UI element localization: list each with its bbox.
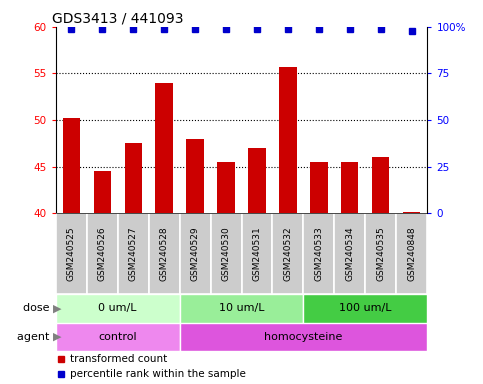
Bar — [156, 83, 172, 213]
Bar — [180, 213, 211, 294]
Bar — [248, 148, 266, 213]
Bar — [149, 213, 180, 294]
Text: ▶: ▶ — [53, 332, 62, 342]
Text: GSM240534: GSM240534 — [345, 226, 355, 281]
Bar — [56, 213, 86, 294]
Text: 100 um/L: 100 um/L — [339, 303, 392, 313]
Text: GSM240848: GSM240848 — [408, 226, 416, 281]
Bar — [217, 162, 235, 213]
Text: agent: agent — [17, 332, 53, 342]
Text: control: control — [98, 332, 137, 342]
Text: percentile rank within the sample: percentile rank within the sample — [71, 369, 246, 379]
Text: 0 um/L: 0 um/L — [98, 303, 137, 313]
Text: GSM240527: GSM240527 — [128, 226, 138, 281]
Text: GSM240525: GSM240525 — [67, 226, 75, 281]
Bar — [372, 157, 389, 213]
Bar — [94, 171, 111, 213]
Bar — [341, 162, 358, 213]
Bar — [303, 294, 427, 323]
Bar — [125, 143, 142, 213]
Text: GSM240532: GSM240532 — [284, 226, 293, 281]
Bar — [280, 67, 297, 213]
Text: GSM240528: GSM240528 — [159, 226, 169, 281]
Text: ▶: ▶ — [53, 303, 62, 313]
Bar — [180, 323, 427, 351]
Bar — [211, 213, 242, 294]
Bar — [56, 294, 180, 323]
Bar — [86, 213, 117, 294]
Bar — [56, 323, 180, 351]
Bar — [366, 213, 397, 294]
Bar — [242, 213, 272, 294]
Text: 10 um/L: 10 um/L — [219, 303, 264, 313]
Text: GSM240526: GSM240526 — [98, 226, 107, 281]
Text: GSM240531: GSM240531 — [253, 226, 261, 281]
Text: GSM240533: GSM240533 — [314, 226, 324, 281]
Text: transformed count: transformed count — [71, 354, 168, 364]
Text: GSM240529: GSM240529 — [190, 226, 199, 281]
Text: GSM240530: GSM240530 — [222, 226, 230, 281]
Bar — [311, 162, 327, 213]
Text: homocysteine: homocysteine — [264, 332, 342, 342]
Bar — [272, 213, 303, 294]
Bar — [186, 139, 203, 213]
Bar — [180, 294, 303, 323]
Text: dose: dose — [23, 303, 53, 313]
Bar — [62, 118, 80, 213]
Text: GDS3413 / 441093: GDS3413 / 441093 — [52, 12, 184, 26]
Bar — [117, 213, 149, 294]
Text: GSM240535: GSM240535 — [376, 226, 385, 281]
Bar — [403, 212, 421, 213]
Bar — [303, 213, 334, 294]
Bar — [334, 213, 366, 294]
Bar — [397, 213, 427, 294]
